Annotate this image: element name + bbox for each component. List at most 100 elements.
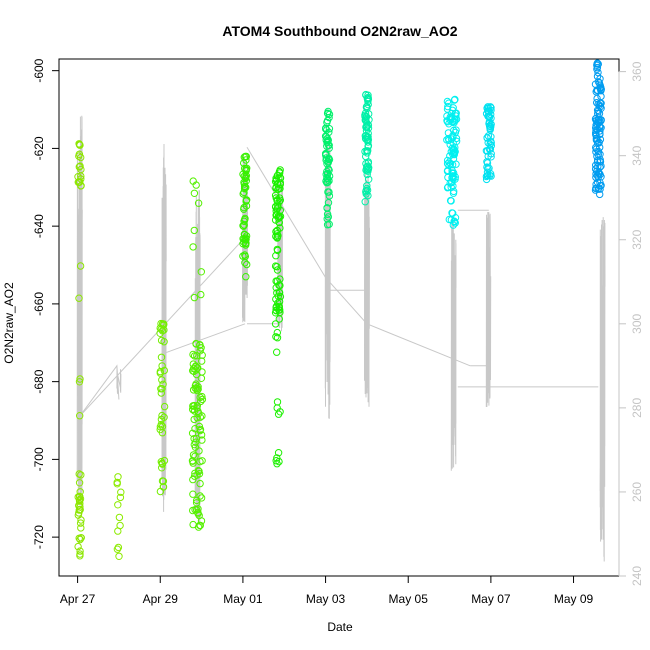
data-point xyxy=(324,159,332,167)
data-point xyxy=(189,360,198,368)
data-point xyxy=(115,513,124,522)
x-axis: Apr 27 Apr 29 May 01 May 03 May 05 May 07 May … xyxy=(60,575,594,606)
line-connector xyxy=(246,147,327,278)
y-tick-label: -600 xyxy=(32,58,46,82)
data-point xyxy=(160,366,169,375)
data-point xyxy=(322,124,330,132)
data-point xyxy=(75,501,83,510)
data-point xyxy=(198,368,206,376)
chart-title: ATOM4 Southbound O2N2raw_AO2 xyxy=(222,23,457,39)
data-point xyxy=(76,503,84,511)
data-point xyxy=(595,184,603,193)
data-point xyxy=(189,350,197,359)
data-point xyxy=(195,409,203,418)
data-point xyxy=(197,290,205,299)
data-point xyxy=(447,183,455,192)
data-point xyxy=(271,320,280,328)
data-point xyxy=(190,415,198,424)
data-point xyxy=(158,460,167,468)
data-point xyxy=(76,500,84,508)
data-point xyxy=(273,197,281,205)
data-point xyxy=(160,402,169,411)
y-axis-right: 240 260 280 300 320 340 360 xyxy=(618,61,644,586)
data-point xyxy=(276,206,284,214)
data-point xyxy=(114,473,122,481)
data-point xyxy=(594,109,602,118)
data-point xyxy=(157,389,166,397)
data-point xyxy=(159,477,168,485)
point-series xyxy=(443,95,461,229)
data-point xyxy=(157,353,166,361)
data-point xyxy=(361,109,370,117)
y2-tick-label: 340 xyxy=(630,145,644,165)
data-point xyxy=(240,172,249,181)
data-point xyxy=(239,190,247,198)
data-point xyxy=(593,152,601,161)
data-point xyxy=(592,148,600,156)
data-point xyxy=(596,81,604,90)
data-point xyxy=(114,501,122,509)
data-point xyxy=(198,392,206,401)
data-point xyxy=(272,227,280,236)
data-point xyxy=(596,157,605,166)
data-point xyxy=(362,123,370,131)
data-point xyxy=(77,153,85,162)
data-point xyxy=(243,260,251,269)
data-point xyxy=(116,493,125,502)
data-point xyxy=(158,376,166,384)
data-point xyxy=(190,440,199,449)
data-point xyxy=(450,217,459,226)
data-point xyxy=(487,142,495,150)
data-point xyxy=(596,99,604,108)
data-point xyxy=(597,173,605,181)
data-point xyxy=(597,87,605,95)
data-point xyxy=(76,141,84,149)
data-point xyxy=(76,375,84,383)
data-point xyxy=(77,534,85,542)
data-point xyxy=(592,134,601,143)
data-point xyxy=(190,293,199,302)
data-point xyxy=(241,214,249,223)
data-point xyxy=(593,72,602,81)
data-point xyxy=(272,176,280,184)
data-point xyxy=(77,471,85,479)
data-point xyxy=(273,348,281,356)
data-point xyxy=(443,97,452,106)
data-point xyxy=(450,96,459,104)
data-point xyxy=(446,196,455,205)
y2-tick-label: 260 xyxy=(630,482,644,502)
data-point xyxy=(450,119,458,127)
data-point xyxy=(444,183,452,191)
data-point xyxy=(190,352,199,360)
data-point xyxy=(272,307,280,315)
data-point xyxy=(449,139,457,148)
data-point xyxy=(117,488,125,496)
data-point xyxy=(193,364,202,372)
data-point xyxy=(157,336,166,345)
data-point xyxy=(323,142,331,151)
data-point xyxy=(75,378,84,386)
x-tick-label: May 07 xyxy=(471,592,511,606)
data-point xyxy=(486,145,495,153)
data-point xyxy=(274,299,282,307)
data-point xyxy=(483,163,491,171)
data-point xyxy=(449,132,457,140)
data-point xyxy=(189,406,197,414)
data-point xyxy=(449,155,458,163)
data-point xyxy=(76,495,85,503)
data-point xyxy=(363,102,371,111)
data-point xyxy=(272,252,280,260)
data-point xyxy=(242,273,250,281)
data-point xyxy=(240,231,249,239)
data-point xyxy=(596,135,605,144)
data-point xyxy=(450,187,458,196)
data-point xyxy=(323,204,331,213)
data-point xyxy=(77,524,85,532)
data-point xyxy=(195,447,203,455)
data-point xyxy=(189,506,197,515)
data-point xyxy=(194,508,202,517)
data-point xyxy=(113,545,122,553)
data-point xyxy=(443,112,451,120)
data-point xyxy=(158,327,167,335)
